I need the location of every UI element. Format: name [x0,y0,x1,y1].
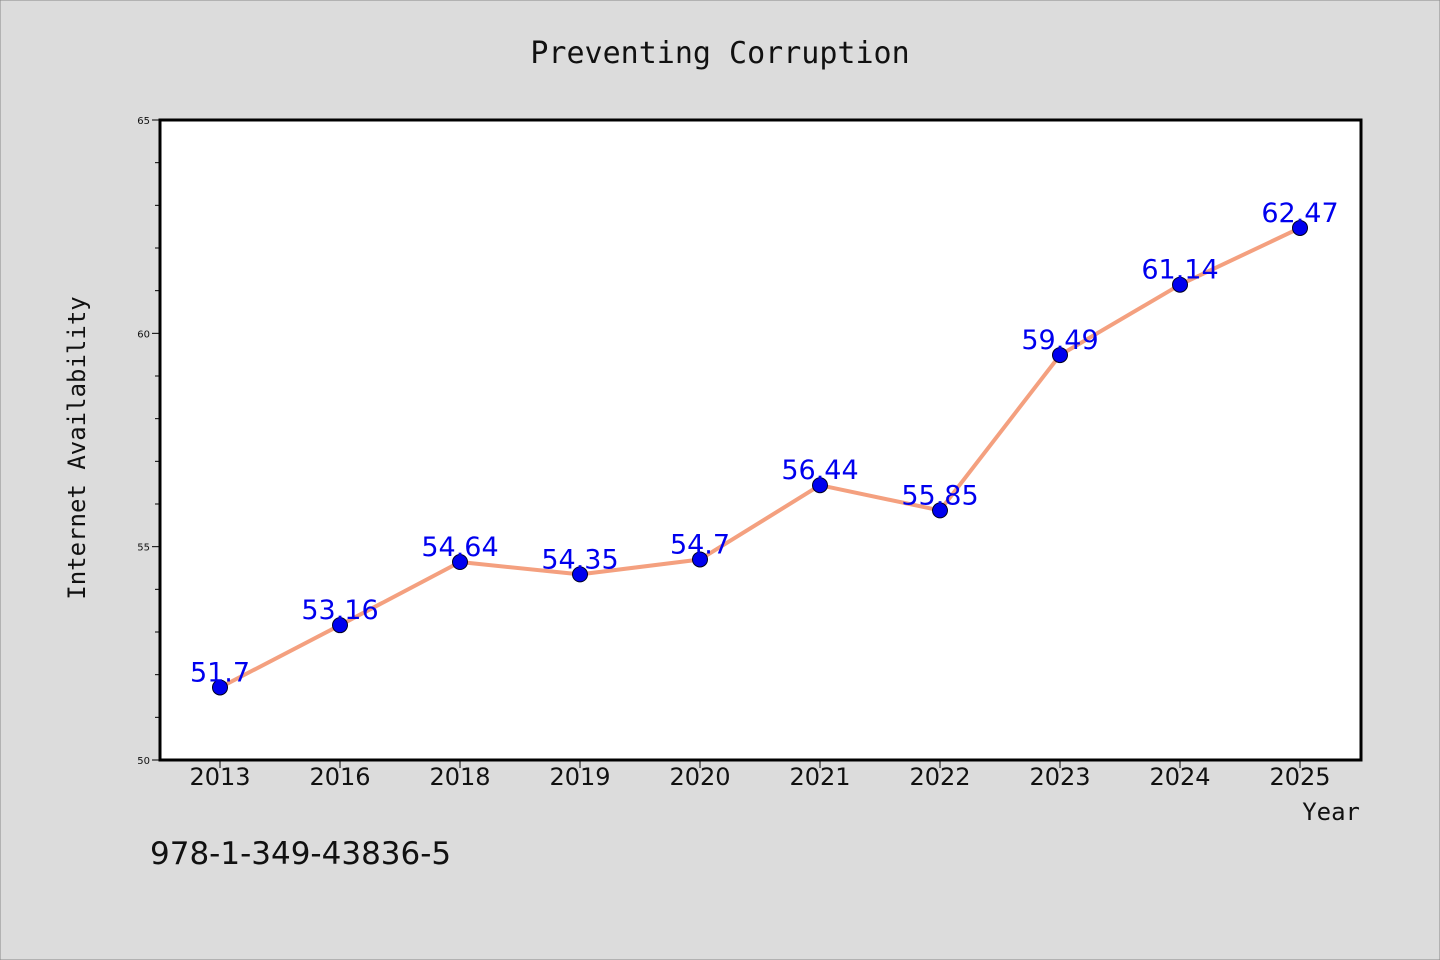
data-point [452,554,468,571]
data-point [932,502,948,519]
y-tick-label: 55 [137,543,150,554]
data-point [212,679,228,696]
data-point [1292,219,1308,236]
plot-area [158,118,1363,762]
x-tick-label: 2025 [1269,763,1330,791]
data-label: 54.7 [670,529,730,560]
data-label: 53.16 [301,595,378,626]
x-tick-label: 2018 [429,763,490,791]
data-label: 54.35 [541,544,618,575]
x-tick-label: 2020 [669,763,730,791]
data-point [1052,347,1068,364]
y-tick-label: 50 [137,756,150,767]
data-label: 54.64 [421,532,498,563]
series-line [218,225,1302,690]
data-point [572,566,588,583]
x-tick-label: 2021 [789,763,850,791]
data-point [812,477,828,494]
x-tick-label: 2024 [1149,763,1210,791]
data-label: 55.85 [901,480,978,511]
x-axis-label: Year [1302,798,1360,826]
data-label: 59.49 [1021,325,1098,356]
chart-title: Preventing Corruption [530,36,909,71]
y-tick-label: 60 [137,329,150,340]
data-label: 56.44 [781,455,858,486]
x-tick-label: 2019 [549,763,610,791]
y-axis-label: Internet Availability [63,296,91,599]
x-tick-label: 2022 [909,763,970,791]
x-axis: 2013 2016 2018 2019 2020 2021 2022 2023 2024 2025 [189,760,1331,791]
x-tick-label: 2023 [1029,763,1090,791]
x-tick-label: 2016 [309,763,370,791]
isbn-annotation: 978-1-349-43836-5 [150,836,451,872]
y-tick-label: 65 [137,116,150,127]
data-label: 61.14 [1141,255,1218,286]
data-point [1172,276,1188,293]
data-point [332,617,348,634]
series-line-group: 51.7 53.16 54.64 54.35 54.7 56.44 55.85 59.49 61… [190,198,1339,696]
x-tick-label: 2013 [189,763,250,791]
data-label: 62.47 [1261,198,1338,229]
data-label: 51.7 [190,657,250,688]
data-point [692,551,708,568]
y-axis: 50 55 60 65 [137,116,160,767]
